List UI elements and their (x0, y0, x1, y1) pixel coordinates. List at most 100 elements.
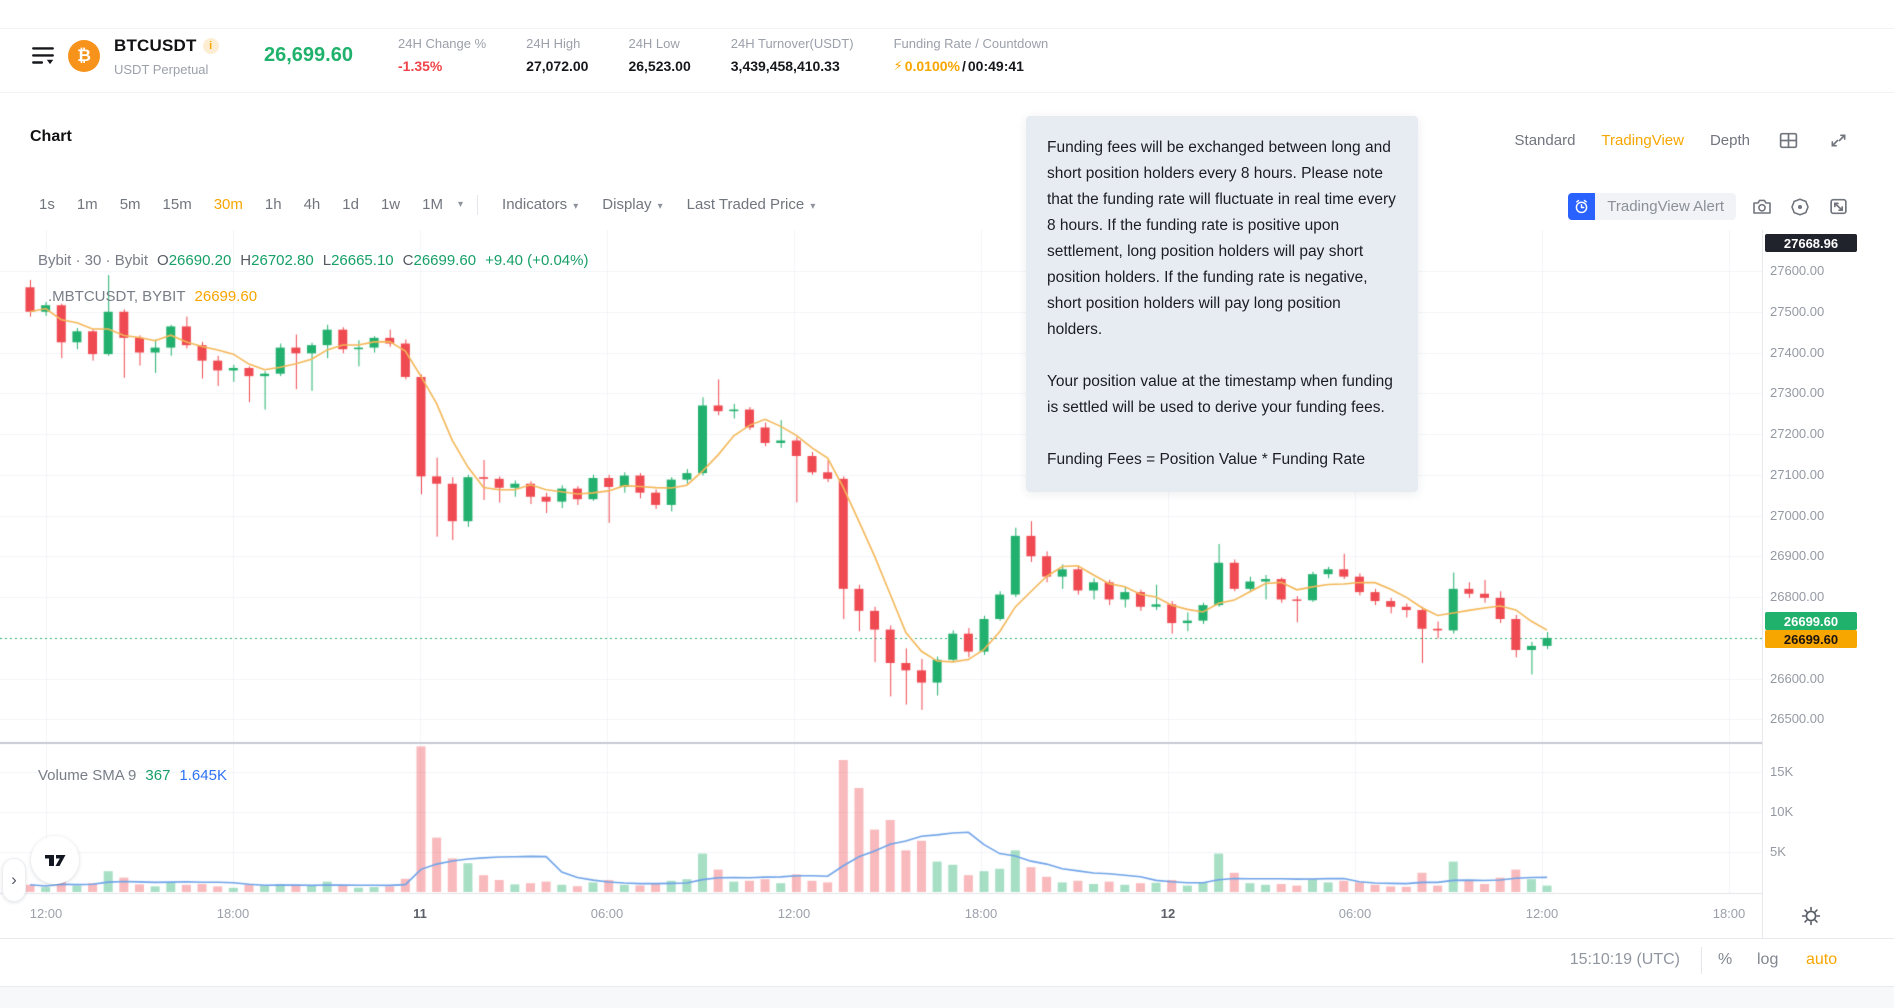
contract-type-label: USDT Perpetual (114, 62, 209, 77)
panel-collapse-chevron[interactable]: › (2, 858, 26, 902)
symbol-title: BTCUSDT (114, 36, 197, 55)
timeframe-1m[interactable]: 1m (76, 196, 98, 213)
bottom-bar-vertical-divider (1701, 947, 1702, 974)
top-divider (0, 28, 1894, 29)
price-tick: 27400.00 (1770, 344, 1825, 360)
stat-high: 24H High 27,072.00 (526, 36, 588, 74)
time-tick: 11 (413, 906, 427, 921)
volume-sma-value: 1.645K (179, 767, 227, 784)
funding-countdown: 00:49:41 (967, 58, 1024, 74)
price-tick: 26900.00 (1770, 548, 1825, 564)
stat-low-label: 24H Low (628, 36, 680, 51)
stat-high-value: 27,072.00 (526, 58, 589, 74)
stat-change: 24H Change % -1.35% (398, 36, 486, 74)
tab-tradingview[interactable]: TradingView (1601, 131, 1684, 149)
log-scale-button[interactable]: log (1757, 951, 1779, 968)
price-tick: 27000.00 (1770, 507, 1825, 523)
timeframe-5m[interactable]: 5m (119, 196, 141, 213)
stat-turnover: 24H Turnover(USDT) 3,439,458,410.33 (731, 36, 854, 74)
funding-tooltip-paragraph-1: Funding fees will be exchanged between l… (1047, 139, 1396, 338)
camera-icon[interactable] (1750, 195, 1774, 219)
stat-funding: Funding Rate / Countdown ⚡ 0.0100% / 00:… (894, 36, 1049, 74)
fullscreen-icon[interactable] (1826, 195, 1850, 219)
chart-view-tabs: Standard TradingView Depth (1515, 128, 1850, 152)
auto-scale-button[interactable]: auto (1806, 951, 1838, 968)
price-tick: 26800.00 (1770, 589, 1825, 604)
last-price: 26,699.60 (264, 44, 353, 66)
volume-legend-label: Volume SMA 9 (38, 767, 137, 784)
chart-legend-ohlc: Bybit · 30 · Bybit O26690.20 H26702.80 L… (38, 252, 589, 269)
expand-icon[interactable] (1826, 128, 1850, 152)
header-stats: 24H Change % -1.35% 24H High 27,072.00 2… (398, 36, 1048, 74)
menu-display[interactable]: Display ▾ (602, 196, 663, 213)
time-tick: 12:00 (777, 906, 811, 921)
funding-rate-value: 0.0100% (904, 58, 960, 74)
chart-toolbar: 1s 1m 5m 15m 30m 1h 4h 1d 1w 1M ▾ Indicators ▾ Di… (30, 193, 825, 216)
tradingview-logo[interactable] (31, 836, 79, 884)
time-tick: 12:00 (1525, 906, 1559, 921)
timeframe-1s[interactable]: 1s (39, 196, 55, 213)
tab-depth[interactable]: Depth (1709, 131, 1750, 149)
stat-low: 24H Low 26,523.00 (628, 36, 690, 74)
price-tick: 27300.00 (1770, 385, 1825, 401)
volume-current-value: 367 (145, 767, 171, 784)
settings-gear-icon[interactable] (1800, 905, 1822, 932)
timeframe-1w[interactable]: 1w (380, 196, 401, 213)
time-tick: 06:00 (1338, 906, 1372, 921)
tab-standard[interactable]: Standard (1514, 131, 1576, 149)
menu-price-source[interactable]: Last Traded Price ▾ (686, 196, 816, 213)
funding-label: Funding Rate / Countdown (893, 36, 1049, 51)
timeframe-more-caret[interactable]: ▾ (458, 199, 464, 210)
legend-index-symbol: .MBTCUSDT, BYBIT (48, 288, 186, 305)
timeframe-1h[interactable]: 1h (264, 196, 282, 213)
timeframe-1M[interactable]: 1M (422, 196, 443, 213)
mark-price-badge: 26699.60 (1765, 630, 1857, 648)
volume-legend: Volume SMA 9 367 1.645K (38, 767, 227, 784)
time-tick: 12 (1160, 906, 1176, 921)
bitcoin-icon: ₿ (68, 40, 100, 72)
timeframe-30m[interactable]: 30m (213, 196, 243, 213)
price-tick: 26500.00 (1770, 711, 1825, 727)
price-tick: 26600.00 (1770, 670, 1825, 686)
chart-legend-index: .MBTCUSDT, BYBIT 26699.60 (48, 288, 257, 305)
timeframe-4h[interactable]: 4h (303, 196, 321, 213)
page-title: Chart (30, 128, 72, 145)
high-price-badge: 27668.96 (1765, 234, 1857, 252)
bottom-bar-divider (0, 938, 1894, 939)
time-tick: 06:00 (590, 906, 624, 921)
funding-tooltip-paragraph-3: Funding Fees = Position Value * Funding … (1047, 451, 1366, 468)
chart-tools: TradingView Alert (1568, 193, 1850, 220)
chart-canvas[interactable] (0, 230, 1762, 938)
timeframe-15m[interactable]: 15m (162, 196, 192, 213)
volume-tick: 15K (1770, 764, 1794, 779)
time-tick: 12:00 (29, 906, 63, 921)
funding-separator: / (962, 58, 966, 74)
price-tick: 27100.00 (1770, 466, 1825, 482)
stat-low-value: 26,523.00 (628, 58, 691, 74)
percent-scale-button[interactable]: % (1718, 951, 1733, 968)
last-price-badge: 26699.60 (1765, 612, 1857, 630)
time-tick: 18:00 (1712, 906, 1746, 921)
stat-turnover-value: 3,439,458,410.33 (730, 58, 840, 74)
header-divider (0, 92, 1894, 93)
bitcoin-glyph: ₿ (77, 46, 91, 65)
time-tick: 18:00 (964, 906, 998, 921)
price-tick: 27600.00 (1770, 263, 1825, 278)
price-axis-border (1762, 230, 1763, 938)
tradingview-alert-label: TradingView Alert (1595, 193, 1736, 220)
menu-indicators[interactable]: Indicators ▾ (502, 196, 579, 213)
tradingview-alert-button[interactable]: TradingView Alert (1568, 193, 1736, 220)
info-icon[interactable]: i (202, 38, 219, 54)
target-icon[interactable] (1788, 195, 1812, 219)
grid-layout-icon[interactable] (1776, 128, 1800, 152)
timeframe-1d[interactable]: 1d (342, 196, 359, 213)
funding-tooltip-paragraph-2: Your position value at the timestamp whe… (1047, 373, 1393, 416)
stat-change-value: -1.35% (398, 58, 443, 74)
alarm-clock-icon (1568, 193, 1596, 220)
page-bottom-margin (0, 986, 1894, 1008)
contract-list-icon[interactable] (30, 44, 56, 73)
toolbar-divider (477, 194, 479, 215)
legend-high: 26702.80 (251, 252, 314, 269)
legend-change: +9.40 (+0.04%) (485, 252, 589, 269)
